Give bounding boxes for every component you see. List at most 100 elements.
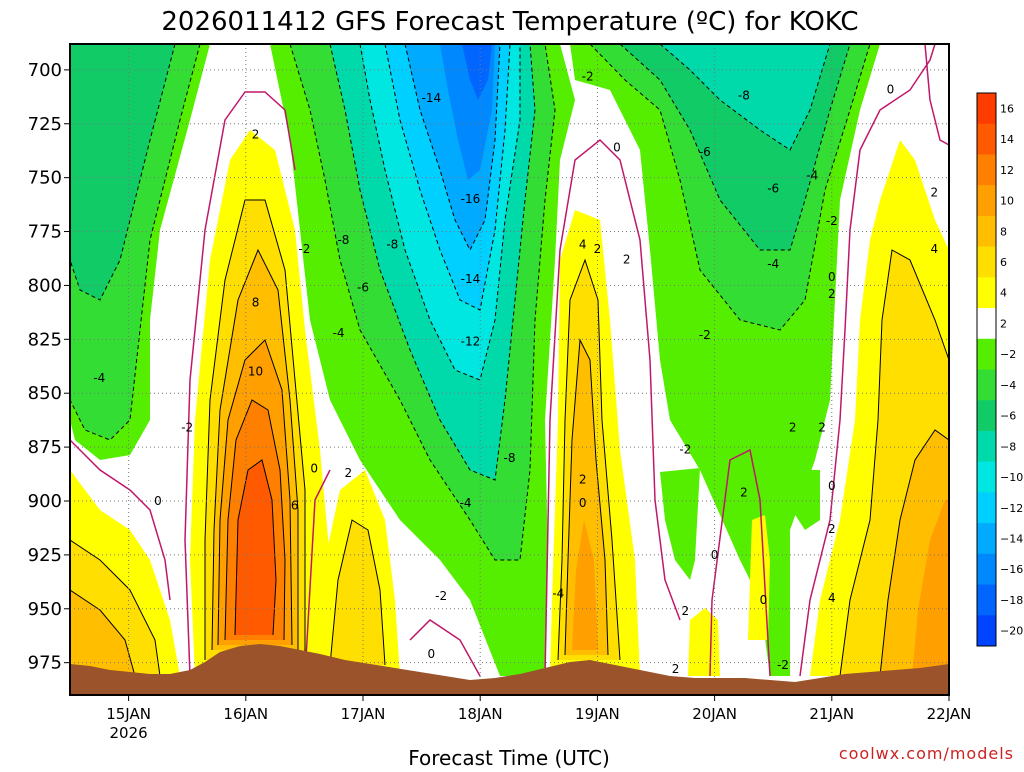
colorbar-label: −20 — [1000, 625, 1023, 638]
cold-pocket-east-1 — [660, 468, 700, 580]
colorbar-swatch — [977, 492, 996, 524]
y-tick-label: 850 — [28, 383, 62, 404]
contour-label: -2 — [298, 242, 310, 256]
zero-degree-contours — [70, 44, 949, 677]
contour-label: 0 — [711, 548, 719, 562]
colorbar-frame — [976, 92, 997, 647]
contour-label: 0 — [310, 462, 318, 476]
y-tick-label: 700 — [28, 60, 62, 81]
cold-pocket-east-2 — [790, 470, 820, 530]
contour-label: -2 — [435, 589, 447, 603]
colorbar-swatch — [977, 615, 996, 647]
colorbar-label: 6 — [1000, 256, 1007, 269]
contour-label: 2 — [828, 522, 836, 536]
contour-label: 2 — [672, 662, 680, 676]
contour-label: -8 — [337, 233, 349, 247]
contour-line — [234, 459, 277, 636]
x-tick-label: 15JAN — [106, 705, 151, 723]
temperature-field — [70, 44, 949, 695]
colorbar-swatch — [977, 400, 996, 432]
contour-label: 2 — [681, 604, 689, 618]
contour-label: 2 — [740, 485, 748, 499]
x-tick-label: 17JAN — [341, 705, 386, 723]
contour-label: 2 — [579, 472, 587, 486]
negative-contours — [70, 44, 871, 561]
contour-line — [564, 338, 609, 656]
contour-label: -6 — [699, 145, 711, 159]
zero-contour-20jan — [709, 448, 771, 677]
zero-contour-west — [70, 439, 171, 601]
warm-pocket-20jan — [688, 608, 720, 676]
contour-label: -12 — [461, 334, 481, 348]
colorbar-label: −2 — [1000, 348, 1016, 361]
contour-line — [879, 429, 949, 677]
colorbar-swatch — [977, 369, 996, 401]
contour-line — [839, 249, 949, 677]
colorbar-swatch — [977, 123, 996, 155]
contour-line — [329, 519, 386, 666]
contour-label: 0 — [154, 494, 162, 508]
y-tick-label: 775 — [28, 222, 62, 243]
colorbar-swatch — [977, 338, 996, 370]
colorbar-label: 14 — [1000, 133, 1014, 146]
contour-label: -16 — [461, 192, 481, 206]
y-tick-label: 825 — [28, 329, 62, 350]
contour-label: -2 — [582, 69, 594, 83]
contour-label: -4 — [767, 257, 779, 271]
y-tick-label: 875 — [28, 437, 62, 458]
colorbar-label: −14 — [1000, 532, 1023, 545]
colorbar-label: −4 — [1000, 379, 1016, 392]
colorbar-label: −6 — [1000, 410, 1016, 423]
chart-title: 2026011412 GFS Forecast Temperature (ºC)… — [161, 7, 858, 37]
x-tick-label: 22JAN — [927, 705, 972, 723]
plot-frame — [69, 43, 950, 696]
y-tick-label: 750 — [28, 168, 62, 189]
contour-label: 2 — [252, 128, 260, 142]
contour-line — [589, 44, 871, 331]
cold-region-minus6 — [70, 44, 175, 300]
contour-label: 0 — [887, 82, 895, 96]
positive-contours — [70, 199, 949, 677]
y-axis: 700 725 750 775 800 825 850 875 900 925 950 975 — [28, 60, 70, 674]
colorbar-label: 16 — [1000, 102, 1014, 115]
zero-contour-16jan — [184, 91, 296, 677]
contour-label: 6 — [291, 498, 299, 512]
contour-label: -8 — [386, 237, 398, 251]
contour-label: 10 — [248, 365, 263, 379]
colorbar-label: −16 — [1000, 563, 1023, 576]
colorbar-label: 2 — [1000, 317, 1007, 330]
colorbar-label: 4 — [1000, 287, 1007, 300]
zero-contour-19jan — [544, 138, 681, 677]
contour-label: -14 — [461, 272, 481, 286]
contour-line — [70, 44, 201, 441]
colorbar: 16 14 12 10 8 6 4 2 −2 −4 −6 −8 −10 −12 −14 −16 −18 −20 — [976, 92, 1023, 647]
y-tick-label: 950 — [28, 599, 62, 620]
colorbar-label: −12 — [1000, 502, 1023, 515]
zero-contour-22jan — [924, 44, 949, 146]
contour-label: 2 — [931, 186, 939, 200]
contour-label: 8 — [252, 296, 260, 310]
colorbar-swatch — [977, 246, 996, 278]
contour-line — [384, 44, 511, 311]
contour-label: 0 — [428, 647, 436, 661]
x-tick-label: 19JAN — [575, 705, 620, 723]
contour-label: 4 — [931, 242, 939, 256]
y-tick-label: 975 — [28, 653, 62, 674]
contour-line — [70, 589, 136, 677]
contour-label: 4 — [579, 237, 587, 251]
contour-label: 2 — [828, 287, 836, 301]
colorbar-swatch — [977, 277, 996, 309]
contour-label: 2 — [594, 242, 602, 256]
contour-label: -2 — [679, 442, 691, 456]
colorbar-label: 12 — [1000, 164, 1014, 177]
contour-label: -4 — [333, 326, 345, 340]
contour-label: -6 — [357, 281, 369, 295]
contour-label: 0 — [579, 496, 587, 510]
contour-label: -4 — [552, 587, 564, 601]
contour-label: -2 — [777, 658, 789, 672]
contour-line — [217, 339, 293, 646]
terrain-surface — [70, 644, 949, 695]
contour-line — [211, 248, 299, 651]
